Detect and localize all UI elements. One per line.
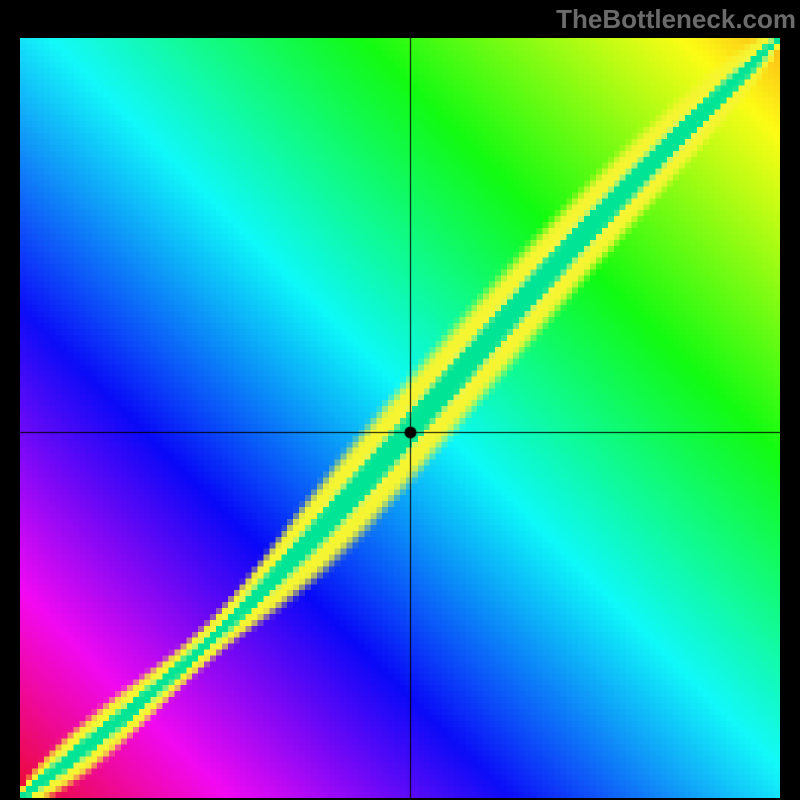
crosshair-overlay xyxy=(20,38,780,798)
watermark-text: TheBottleneck.com xyxy=(556,4,796,35)
chart-container: TheBottleneck.com xyxy=(0,0,800,800)
